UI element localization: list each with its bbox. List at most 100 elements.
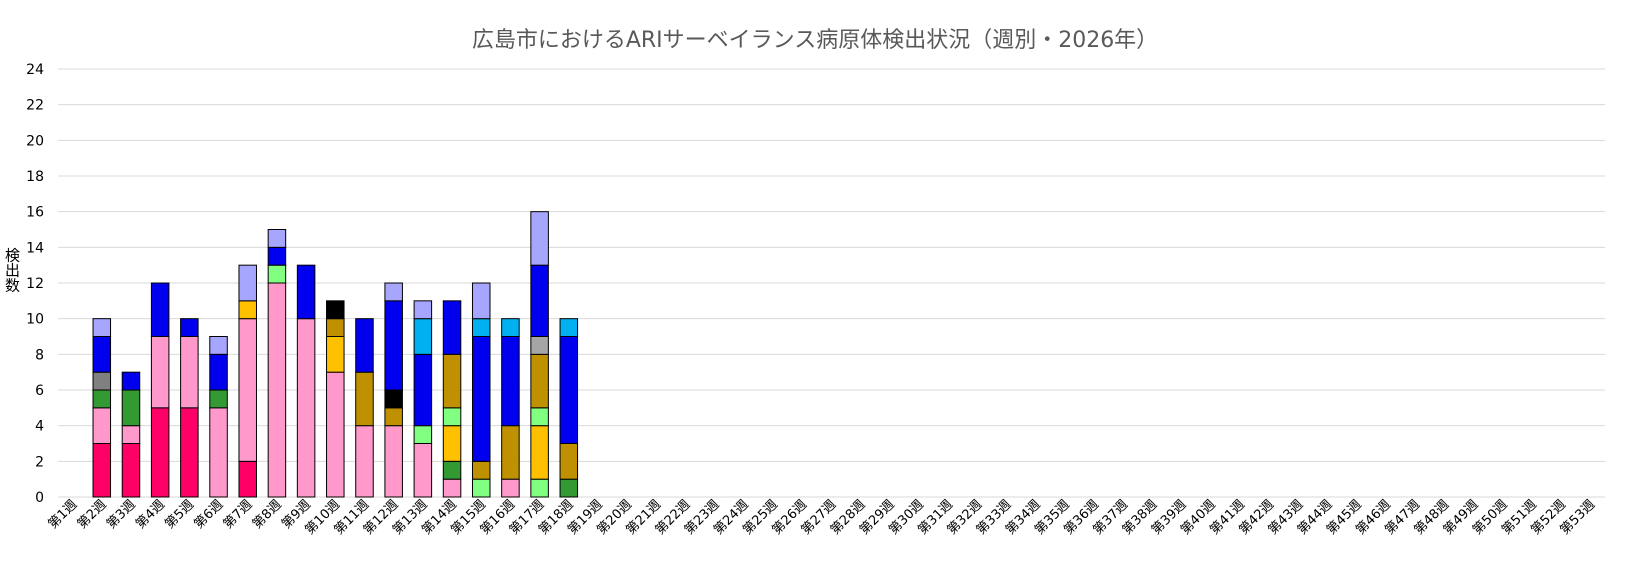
bar-segment xyxy=(471,460,491,480)
x-tick-label: 第7週 xyxy=(221,497,256,532)
bar-segment xyxy=(501,425,520,480)
y-tick-label: 2 xyxy=(35,454,44,470)
y-tick-label: 0 xyxy=(35,490,44,506)
bar-segment xyxy=(121,425,141,444)
y-tick-label: 12 xyxy=(26,276,44,292)
x-tick-label: 第4週 xyxy=(133,497,168,532)
bar-segment xyxy=(267,229,287,248)
bar-segment xyxy=(501,336,520,427)
y-tick-label: 8 xyxy=(35,347,44,363)
bar-segment xyxy=(413,353,433,427)
bar-segment xyxy=(209,407,228,498)
bar-segment xyxy=(267,246,287,266)
bar-segment xyxy=(238,264,257,302)
bar-segment xyxy=(384,389,403,409)
bar-segment xyxy=(530,478,549,498)
bar-segment xyxy=(530,407,549,427)
bar-segment xyxy=(150,336,170,409)
y-tick-label: 24 xyxy=(26,62,44,78)
bar-segment xyxy=(413,318,433,355)
bar-segment xyxy=(559,443,579,480)
bar-segment xyxy=(442,407,462,427)
bar-segment xyxy=(413,300,433,320)
x-tick-label: 第2週 xyxy=(75,497,110,532)
bar-segment xyxy=(150,407,170,498)
bar-segment xyxy=(530,425,549,480)
x-axis-ticks: 第1週第2週第3週第4週第5週第6週第7週第8週第9週第10週第11週第12週第… xyxy=(46,497,1599,538)
y-tick-label: 20 xyxy=(26,133,44,149)
x-tick-label: 第8週 xyxy=(250,497,285,532)
bar-segment xyxy=(92,336,112,373)
bar-segment xyxy=(471,282,491,320)
bar-segment xyxy=(530,211,549,266)
bar-segment xyxy=(180,407,199,498)
bar-segment xyxy=(471,478,491,498)
y-tick-label: 14 xyxy=(26,240,44,256)
y-tick-label: 10 xyxy=(26,312,44,328)
bar-segment xyxy=(92,371,112,391)
bar-segment xyxy=(92,318,112,337)
y-tick-label: 6 xyxy=(35,383,44,399)
bar-segment xyxy=(442,478,462,498)
bar-segment xyxy=(180,336,199,409)
y-tick-label: 18 xyxy=(26,169,44,185)
y-axis-label: 検出数 xyxy=(3,248,21,293)
bar-segment xyxy=(296,318,316,498)
bar-segment xyxy=(413,425,433,444)
bar-segment xyxy=(501,478,520,498)
bar-segment xyxy=(471,318,491,337)
bar-segment xyxy=(442,425,462,462)
y-tick-label: 22 xyxy=(26,98,44,114)
gridlines xyxy=(58,68,1605,498)
bar-segment xyxy=(209,336,228,355)
bar-segment xyxy=(150,282,170,337)
bar-segment xyxy=(559,478,579,498)
bar-segment xyxy=(296,264,316,320)
y-tick-label: 16 xyxy=(26,205,44,221)
bar-segment xyxy=(413,443,433,498)
bar-segment xyxy=(501,318,520,337)
bar-segment xyxy=(355,371,374,427)
bar-segment xyxy=(326,371,345,498)
bar-segment xyxy=(530,264,549,337)
bar-segment xyxy=(238,318,257,462)
bar-stacks xyxy=(92,211,579,498)
bar-segment xyxy=(326,300,345,320)
x-tick-label: 第5週 xyxy=(162,497,197,532)
bar-segment xyxy=(442,353,462,409)
bar-segment xyxy=(209,353,228,391)
bar-segment xyxy=(326,318,345,337)
x-tick-label: 第1週 xyxy=(46,497,81,532)
y-tick-label: 4 xyxy=(35,419,44,435)
bar-segment xyxy=(121,371,141,391)
bar-segment xyxy=(180,318,199,337)
bar-segment xyxy=(442,460,462,480)
chart-title: 広島市におけるARIサーベイランス病原体検出状況（週別・2026年） xyxy=(472,28,1158,53)
bar-segment xyxy=(121,389,141,427)
x-tick-label: 第6週 xyxy=(192,497,227,532)
bar-segment xyxy=(384,282,403,302)
bar-segment xyxy=(384,300,403,391)
bar-segment xyxy=(92,389,112,409)
bar-segment xyxy=(559,336,579,444)
bar-segment xyxy=(355,425,374,498)
bar-segment xyxy=(355,318,374,373)
bar-segment xyxy=(326,336,345,373)
bar-segment xyxy=(238,300,257,320)
bar-segment xyxy=(121,443,141,498)
bar-segment xyxy=(209,389,228,409)
bar-segment xyxy=(384,425,403,498)
bar-segment xyxy=(92,407,112,445)
bar-segment xyxy=(442,300,462,355)
y-axis-title: 検出数 xyxy=(3,248,21,293)
x-tick-label: 第3週 xyxy=(104,497,139,532)
bar-segment xyxy=(530,353,549,409)
bar-segment xyxy=(238,460,257,498)
bar-segment xyxy=(384,407,403,427)
bar-segment xyxy=(471,336,491,462)
bar-segment xyxy=(92,443,112,498)
bar-segment xyxy=(559,318,579,337)
bar-segment xyxy=(267,264,287,284)
